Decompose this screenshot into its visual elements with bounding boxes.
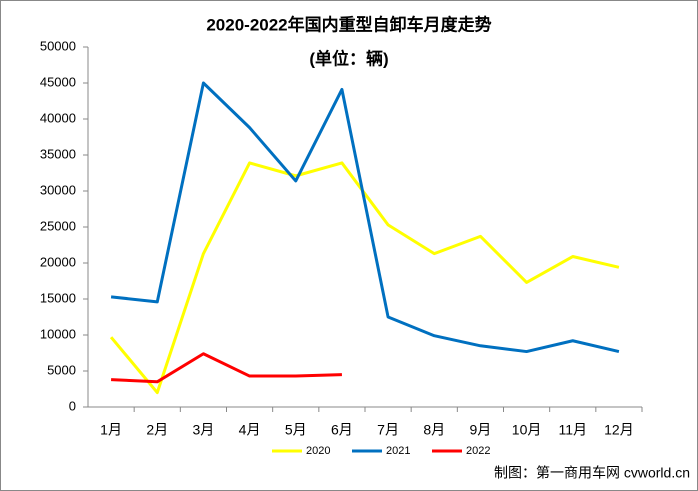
x-tick-label: 12月 [604, 422, 634, 438]
y-tick-label: 40000 [40, 110, 76, 125]
x-tick-label: 3月 [193, 422, 215, 438]
x-tick-label: 6月 [331, 422, 353, 438]
x-tick-label: 2月 [146, 422, 168, 438]
source-note: 制图：第一商用车网 cvworld.cn [494, 465, 690, 481]
x-tick-label: 8月 [423, 422, 445, 438]
series-line [111, 352, 342, 384]
chart-subtitle: (单位：辆) [309, 48, 388, 68]
y-tick-label: 35000 [40, 146, 76, 161]
y-tick-label: 0 [69, 398, 76, 413]
series-line [110, 81, 620, 354]
x-tick-label: 9月 [470, 422, 492, 438]
y-tick-label: 10000 [40, 326, 76, 341]
y-tick-label: 45000 [40, 74, 76, 89]
chart-title: 2020-2022年国内重型自卸车月度走势 [206, 14, 491, 34]
series-line [109, 161, 620, 395]
x-tick-label: 10月 [512, 422, 542, 438]
y-tick-label: 30000 [40, 182, 76, 197]
x-tick-label: 4月 [239, 422, 261, 438]
y-tick-label: 50000 [40, 38, 76, 53]
legend-label: 2021 [386, 445, 410, 457]
y-tick-label: 25000 [40, 218, 76, 233]
legend-label: 2022 [466, 445, 490, 457]
x-tick-label: 5月 [285, 422, 307, 438]
legend-label: 2020 [306, 445, 330, 457]
y-tick-label: 20000 [40, 254, 76, 269]
x-tick-label: 1月 [100, 422, 122, 438]
y-tick-label: 5000 [47, 362, 76, 377]
y-tick-label: 15000 [40, 290, 76, 305]
x-tick-label: 7月 [377, 422, 399, 438]
x-tick-label: 11月 [558, 422, 587, 438]
